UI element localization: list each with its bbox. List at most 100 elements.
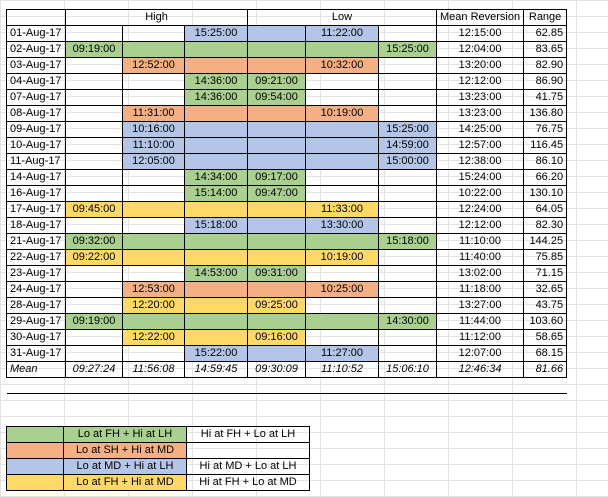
high-time-cell[interactable]: 14:53:00 xyxy=(184,265,248,282)
date-cell[interactable]: 29-Aug-17 xyxy=(6,313,66,330)
high-time-cell[interactable] xyxy=(184,249,248,266)
range-cell[interactable]: 136.80 xyxy=(523,105,568,122)
mean-reversion-cell[interactable]: 12:24:00 xyxy=(435,201,525,218)
mean-reversion-cell[interactable]: 11:44:00 xyxy=(435,313,525,330)
low-time-cell[interactable] xyxy=(305,121,379,138)
mean-reversion-cell[interactable]: 12:38:00 xyxy=(435,153,525,170)
empty-cell[interactable] xyxy=(184,377,248,394)
high-time-cell[interactable] xyxy=(65,329,123,346)
high-time-cell[interactable] xyxy=(65,105,123,122)
range-cell[interactable]: 144.25 xyxy=(523,233,568,250)
mean-reversion-cell[interactable]: 13:27:00 xyxy=(435,297,525,314)
high-time-cell[interactable] xyxy=(65,153,123,170)
low-time-cell[interactable]: 09:25:00 xyxy=(247,297,306,314)
high-time-cell[interactable] xyxy=(184,201,248,218)
high-time-cell[interactable]: 14:36:00 xyxy=(184,89,248,106)
low-time-cell[interactable]: 11:33:00 xyxy=(305,201,379,218)
low-time-cell[interactable] xyxy=(247,281,306,298)
range-cell[interactable]: 32.65 xyxy=(523,281,568,298)
mean-reversion-mean[interactable]: 12:46:34 xyxy=(435,361,525,378)
legend-swatch[interactable] xyxy=(6,474,64,491)
low-time-cell[interactable]: 11:27:00 xyxy=(305,345,379,362)
high-time-cell[interactable] xyxy=(122,313,185,330)
low-time-cell[interactable] xyxy=(305,329,379,346)
high-time-cell[interactable]: 15:22:00 xyxy=(184,345,248,362)
high-time-cell[interactable] xyxy=(65,137,123,154)
low-time-cell[interactable] xyxy=(247,153,306,170)
high-time-cell[interactable]: 12:05:00 xyxy=(122,153,185,170)
legend-label[interactable]: Lo at FH + Hi at LH xyxy=(63,426,187,443)
empty-cell[interactable] xyxy=(378,377,437,394)
low-time-cell[interactable] xyxy=(247,217,306,234)
low-time-cell[interactable] xyxy=(305,265,379,282)
date-cell[interactable]: 10-Aug-17 xyxy=(6,137,66,154)
mean-reversion-cell[interactable]: 11:18:00 xyxy=(435,281,525,298)
range-cell[interactable]: 58.65 xyxy=(523,329,568,346)
low-time-cell[interactable] xyxy=(378,73,437,90)
high-time-cell[interactable] xyxy=(65,169,123,186)
high-time-cell[interactable] xyxy=(184,233,248,250)
high-time-cell[interactable] xyxy=(184,153,248,170)
low-time-cell[interactable] xyxy=(247,105,306,122)
high-time-cell[interactable]: 12:22:00 xyxy=(122,329,185,346)
low-time-cell[interactable]: 09:17:00 xyxy=(247,169,306,186)
legend-label-alt[interactable]: Hi at FH + Lo at LH xyxy=(186,426,310,443)
high-time-cell[interactable] xyxy=(122,25,185,42)
high-time-cell[interactable] xyxy=(184,137,248,154)
mean-time-cell[interactable]: 09:27:24 xyxy=(65,361,123,378)
low-time-cell[interactable] xyxy=(378,249,437,266)
mean-time-cell[interactable]: 11:10:52 xyxy=(305,361,379,378)
low-time-cell[interactable] xyxy=(378,25,437,42)
legend-label-alt[interactable]: Hi at FH + Lo at MD xyxy=(186,474,310,491)
mean-reversion-cell[interactable]: 13:20:00 xyxy=(435,57,525,74)
legend-swatch[interactable] xyxy=(6,426,64,443)
high-time-cell[interactable] xyxy=(122,265,185,282)
range-cell[interactable]: 103.60 xyxy=(523,313,568,330)
range-cell[interactable]: 41.75 xyxy=(523,89,568,106)
high-time-cell[interactable] xyxy=(65,73,123,90)
high-time-cell[interactable] xyxy=(122,41,185,58)
low-time-cell[interactable]: 15:25:00 xyxy=(378,121,437,138)
date-cell[interactable]: 09-Aug-17 xyxy=(6,121,66,138)
mean-reversion-cell[interactable]: 11:40:00 xyxy=(435,249,525,266)
mean-reversion-cell[interactable]: 13:02:00 xyxy=(435,265,525,282)
legend-swatch[interactable] xyxy=(6,458,64,475)
mean-label[interactable]: Mean xyxy=(6,361,66,378)
high-time-cell[interactable] xyxy=(122,201,185,218)
date-cell[interactable]: 18-Aug-17 xyxy=(6,217,66,234)
header-mean-reversion[interactable]: Mean Reversion xyxy=(435,9,525,26)
mean-reversion-cell[interactable]: 12:57:00 xyxy=(435,137,525,154)
low-time-cell[interactable] xyxy=(378,297,437,314)
high-time-cell[interactable] xyxy=(184,313,248,330)
low-time-cell[interactable] xyxy=(305,185,379,202)
low-time-cell[interactable] xyxy=(247,121,306,138)
date-cell[interactable]: 04-Aug-17 xyxy=(6,73,66,90)
legend-label[interactable]: Lo at SH + Hi at MD xyxy=(63,442,187,459)
low-time-cell[interactable] xyxy=(305,73,379,90)
high-time-cell[interactable] xyxy=(184,121,248,138)
empty-cell[interactable] xyxy=(65,377,123,394)
mean-reversion-cell[interactable]: 14:25:00 xyxy=(435,121,525,138)
low-time-cell[interactable] xyxy=(247,233,306,250)
range-mean[interactable]: 81.66 xyxy=(523,361,568,378)
high-time-cell[interactable] xyxy=(122,345,185,362)
low-time-cell[interactable]: 14:59:00 xyxy=(378,137,437,154)
low-time-cell[interactable] xyxy=(247,201,306,218)
legend-label-alt[interactable]: Hi at MD + Lo at LH xyxy=(186,458,310,475)
range-cell[interactable]: 75.85 xyxy=(523,249,568,266)
low-time-cell[interactable] xyxy=(247,313,306,330)
low-time-cell[interactable] xyxy=(378,265,437,282)
low-time-cell[interactable] xyxy=(305,137,379,154)
low-time-cell[interactable] xyxy=(305,89,379,106)
high-time-cell[interactable] xyxy=(122,233,185,250)
range-cell[interactable]: 62.85 xyxy=(523,25,568,42)
mean-reversion-cell[interactable]: 12:04:00 xyxy=(435,41,525,58)
high-time-cell[interactable]: 14:34:00 xyxy=(184,169,248,186)
mean-time-cell[interactable]: 14:59:45 xyxy=(184,361,248,378)
high-time-cell[interactable] xyxy=(184,57,248,74)
mean-time-cell[interactable]: 11:56:08 xyxy=(122,361,185,378)
high-time-cell[interactable]: 14:36:00 xyxy=(184,73,248,90)
date-cell[interactable]: 21-Aug-17 xyxy=(6,233,66,250)
high-time-cell[interactable]: 10:16:00 xyxy=(122,121,185,138)
low-time-cell[interactable] xyxy=(247,25,306,42)
